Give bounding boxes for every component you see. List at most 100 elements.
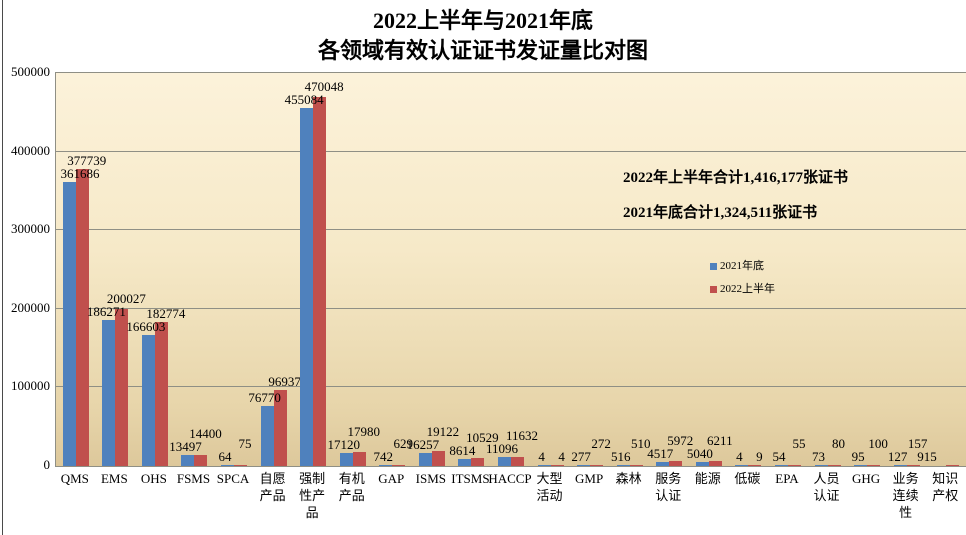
bar-2021-自愿产品: [260, 405, 274, 466]
plot-area: 361686 377739 186271 200027 166603 182774 1349…: [55, 72, 966, 467]
y-axis-label: 100000: [11, 378, 50, 394]
bar-2021-GMP: [577, 465, 591, 466]
bar-value-label-2022-森林: 510: [630, 436, 651, 451]
bar-2021-HACCP: [498, 457, 511, 466]
x-axis-label-EPA: EPA: [757, 470, 817, 487]
bar-value-label-2022-SPCA: 75: [238, 436, 252, 451]
gridline: [56, 150, 966, 152]
bar-value-label-2021-GMP: 277: [571, 449, 591, 464]
bar-value-label-2022-OHS: 182774: [146, 306, 186, 322]
x-axis-label-FSMS: FSMS: [163, 470, 223, 487]
gridline: [56, 72, 966, 73]
bar-value-label-2022-FSMS: 14400: [189, 426, 222, 442]
bar-2021-低碳: [735, 465, 749, 466]
bar-value-label-2021-ISMS: 16257: [406, 437, 440, 453]
bar-value-label-2021-HACCP: 11096: [485, 441, 519, 457]
x-axis-label-EMS: EMS: [84, 470, 144, 487]
bar-value-label-2021-ITSMS: 8614: [449, 443, 476, 459]
x-axis-label-line: 自愿: [259, 471, 286, 486]
bar-2021-能源: [695, 462, 709, 466]
bar-2021-业务连续性: [893, 465, 907, 466]
x-axis-label-有机产品: 有机 产品: [322, 470, 382, 504]
chart-title: 2022上半年与2021年底 各领域有效认证证书发证量比对图: [0, 6, 966, 66]
bar-2022-大型活动: [550, 465, 564, 466]
bar-value-label-2022-QMS: 377739: [67, 152, 107, 168]
y-axis-label: 200000: [11, 299, 50, 315]
bar-value-label-2022-能源: 6211: [707, 433, 733, 449]
bar-value-label-2022-大型活动: 4: [558, 449, 565, 464]
bar-value-label-2022-GMP: 272: [591, 436, 611, 451]
x-axis-label-line: EPA: [775, 471, 799, 486]
bar-value-label-2022-EPA: 55: [792, 436, 806, 451]
x-axis-label-GAP: GAP: [361, 470, 421, 487]
x-axis-label-line: 产品: [259, 488, 286, 503]
bar-value-label-2021-SPCA: 64: [218, 449, 232, 464]
bar-value-label-2022-HACCP: 11632: [505, 428, 539, 444]
x-axis-label-line: 认证: [813, 488, 840, 503]
bar-value-label-2021-GHG: 95: [851, 449, 865, 464]
bar-2022-EPA: [787, 465, 801, 466]
x-axis-label-大型活动: 大型 活动: [520, 470, 580, 504]
bar-value-label-2022-服务认证: 5972: [667, 433, 694, 449]
bar-2022-QMS: [75, 169, 89, 466]
x-axis-label-强制性产品: 强制 性产品: [282, 470, 342, 521]
bar-2022-森林: [629, 465, 643, 466]
x-axis-label-ITSMS: ITSMS: [440, 470, 500, 487]
bar-2021-人员认证: [814, 465, 828, 466]
bar-2022-低碳: [748, 465, 762, 466]
x-axis-label-HACCP: HACCP: [480, 470, 540, 487]
legend-marker-icon: [710, 285, 717, 293]
x-axis-label-line: 大型: [536, 471, 563, 486]
legend-marker-icon: [710, 262, 717, 270]
bar-2021-有机产品: [339, 452, 353, 466]
bar-value-label-2022-业务连续性: 157: [907, 436, 928, 451]
bar-value-label-2022-人员认证: 80: [832, 436, 846, 451]
x-axis-label-line: ISMS: [415, 471, 447, 486]
bar-value-label-2022-ITSMS: 10529: [466, 430, 499, 446]
bar-value-label-2021-业务连续性: 127: [887, 449, 908, 464]
annotation-total-2022: 2022年上半年合计1,416,177张证书: [623, 170, 849, 186]
bar-2021-QMS: [62, 181, 76, 466]
x-axis-label-人员认证: 人员 认证: [797, 470, 857, 504]
x-axis-label-line: SPCA: [216, 471, 250, 486]
bar-value-label-2021-森林: 516: [610, 449, 631, 464]
bar-2022-GMP: [590, 465, 604, 466]
x-axis-label-line: 森林: [615, 471, 642, 486]
legend-label: 2021年底: [720, 260, 764, 272]
annotation-total-2021: 2021年底合计1,324,511张证书: [623, 205, 818, 221]
chart-legend: 2021年底 2022上半年: [710, 260, 775, 306]
x-axis-label-QMS: QMS: [45, 470, 105, 487]
bar-2021-SPCA: [221, 465, 235, 466]
bar-2022-有机产品: [352, 451, 366, 466]
bar-2022-自愿产品: [273, 389, 287, 466]
chart-title-line1: 2022上半年与2021年底: [372, 8, 593, 33]
x-axis-label-line: EMS: [100, 471, 128, 486]
bar-2021-GHG: [854, 465, 868, 466]
gridline: [56, 386, 966, 388]
x-axis-label-line: 人员: [813, 471, 840, 486]
x-axis-label-line: HACCP: [488, 471, 532, 486]
bar-2021-GAP: [379, 465, 393, 466]
x-axis-label-line: 服务: [655, 471, 682, 486]
legend-item-2022: 2022上半年: [710, 283, 775, 295]
bar-value-label-2022-ISMS: 19122: [426, 424, 460, 440]
x-axis-label-SPCA: SPCA: [203, 470, 263, 487]
y-axis-label: 300000: [11, 221, 50, 237]
x-axis-label-业务连续性: 业务 连续性: [876, 470, 936, 521]
x-axis-label-GMP: GMP: [559, 470, 619, 487]
bar-value-label-2021-GAP: 742: [373, 449, 394, 464]
x-axis-label-line: 性: [899, 505, 913, 520]
bar-value-label-2021-FSMS: 13497: [169, 439, 202, 455]
bar-value-label-2021-服务认证: 4517: [647, 446, 674, 462]
bar-2021-EPA: [774, 465, 788, 466]
bar-value-label-2021-自愿产品: 76770: [248, 389, 281, 405]
window-left-border: [2, 0, 3, 535]
bar-value-label-2022-GHG: 100: [868, 436, 888, 451]
x-axis-label-GHG: GHG: [836, 470, 896, 487]
x-axis-label-自愿产品: 自愿 产品: [243, 470, 303, 504]
bar-2022-ITSMS: [471, 457, 485, 466]
x-axis-label-line: 业务: [892, 471, 919, 486]
bar-2022-ISMS: [431, 450, 445, 466]
bar-2022-强制性产品: [313, 96, 327, 466]
